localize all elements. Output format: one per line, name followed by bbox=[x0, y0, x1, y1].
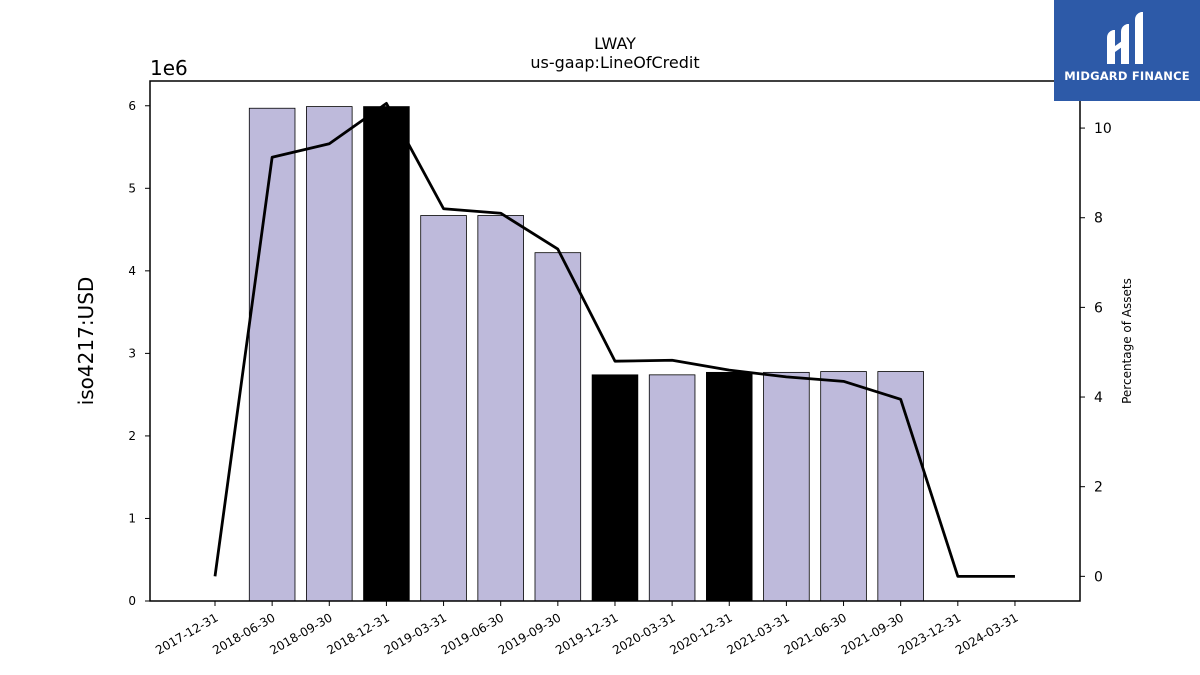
bar-2021-03-31 bbox=[763, 371, 810, 602]
chart-subtitle: us-gaap:LineOfCredit bbox=[530, 53, 699, 72]
bar-2018-09-30 bbox=[306, 106, 353, 602]
bar-2021-09-30 bbox=[877, 371, 924, 602]
y2-tick-label: 0 bbox=[1094, 569, 1103, 585]
bar-2019-03-31 bbox=[420, 215, 467, 602]
x-tick-label: 2019-06-30 bbox=[439, 610, 506, 657]
bar-2019-12-31 bbox=[591, 374, 639, 602]
bars-layer bbox=[248, 106, 924, 602]
bar-2020-12-31 bbox=[706, 371, 753, 602]
x-tick-label: 2017-12-31 bbox=[153, 610, 220, 657]
y-axis-label: iso4217:USD bbox=[74, 277, 98, 406]
y-tick-label: 5 bbox=[128, 181, 136, 195]
bar-2018-06-30 bbox=[248, 107, 296, 602]
bar-2019-09-30 bbox=[534, 252, 582, 602]
x-tick-label: 2018-09-30 bbox=[267, 610, 334, 657]
y2-tick-label: 10 bbox=[1094, 121, 1112, 137]
y2-axis-label: Percentage of Assets bbox=[1120, 278, 1134, 404]
chart-title: LWAY bbox=[594, 34, 636, 53]
x-tick-label: 2018-12-31 bbox=[325, 610, 392, 657]
bar-2020-03-31 bbox=[648, 374, 696, 602]
y2-tick-label: 4 bbox=[1094, 390, 1103, 406]
y2-tick-label: 8 bbox=[1094, 211, 1103, 227]
x-tick-label: 2021-09-30 bbox=[839, 610, 906, 657]
y-exponent-label: 1e6 bbox=[150, 56, 188, 80]
y-tick-label: 6 bbox=[128, 99, 136, 113]
x-tick-label: 2021-03-31 bbox=[724, 610, 791, 657]
x-tick-label: 2023-12-31 bbox=[896, 610, 963, 657]
y-tick-label: 4 bbox=[128, 264, 136, 278]
x-tick-label: 2024-03-31 bbox=[953, 610, 1020, 657]
x-tick-label: 2019-09-30 bbox=[496, 610, 563, 657]
midgard-logo-icon bbox=[1107, 12, 1143, 64]
x-tick-label: 2020-12-31 bbox=[667, 610, 734, 657]
x-tick-label: 2018-06-30 bbox=[210, 610, 277, 657]
y2-tick-label: 6 bbox=[1094, 300, 1103, 316]
y-tick-label: 2 bbox=[128, 429, 136, 443]
line-layer bbox=[213, 102, 1015, 578]
y-tick-label: 3 bbox=[128, 346, 136, 360]
x-tick-label: 2019-03-31 bbox=[382, 610, 449, 657]
x-tick-label: 2020-03-31 bbox=[610, 610, 677, 657]
y2-tick-label: 2 bbox=[1094, 480, 1103, 496]
y-tick-label: 1 bbox=[128, 511, 136, 525]
bar-2018-12-31 bbox=[363, 106, 410, 602]
logo-text: MIDGARD FINANCE bbox=[1064, 69, 1190, 83]
x-tick-label: 2019-12-31 bbox=[553, 610, 620, 657]
percentage-line bbox=[213, 102, 1015, 578]
y-tick-label: 0 bbox=[128, 594, 136, 608]
x-tick-label: 2021-06-30 bbox=[782, 610, 849, 657]
bar-2019-06-30 bbox=[477, 215, 524, 602]
bar-2021-06-30 bbox=[820, 371, 867, 602]
midgard-finance-logo: MIDGARD FINANCE bbox=[1054, 0, 1200, 101]
